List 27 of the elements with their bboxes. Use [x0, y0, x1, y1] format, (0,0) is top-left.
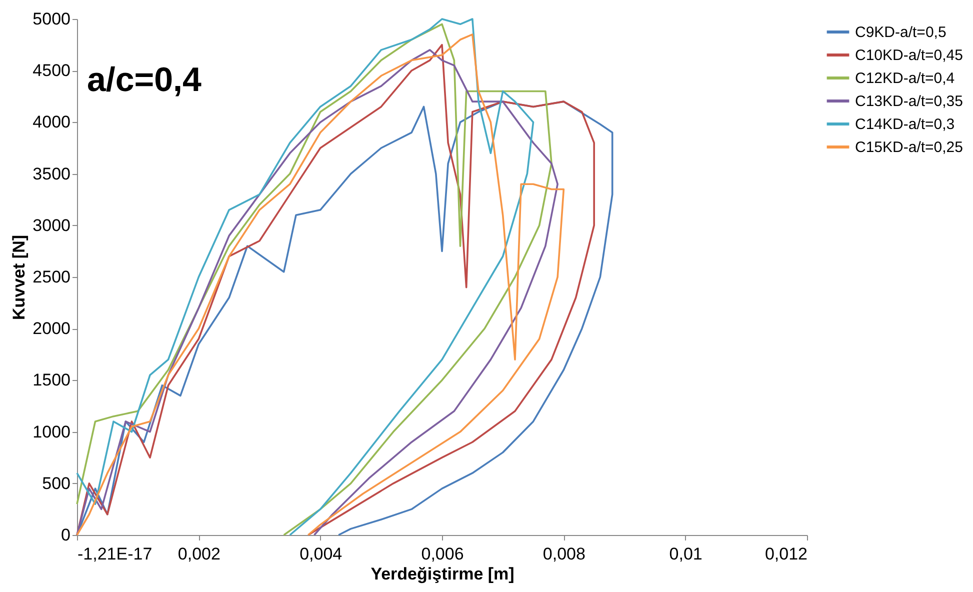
- y-tick-label: 4500: [32, 61, 70, 80]
- legend-label: C10KD-a/t=0,45: [855, 47, 963, 64]
- y-tick-label: 1500: [32, 370, 70, 390]
- x-axis-title: Yerdeğiştirme [m]: [370, 564, 514, 584]
- x-tick-label: 0,006: [421, 544, 464, 564]
- x-tick-label: 0,012: [764, 544, 808, 564]
- y-tick-label: 500: [42, 474, 70, 493]
- y-tick-label: 4000: [32, 112, 70, 132]
- y-tick-label: 3000: [32, 216, 70, 235]
- y-axis-title: Kuvvet [N]: [10, 234, 29, 320]
- legend-label: C9KD-a/t=0,5: [855, 24, 946, 41]
- y-tick-label: 0: [61, 526, 70, 544]
- x-tick-label: 0,008: [542, 544, 586, 564]
- x-tick-label: 0,002: [178, 544, 220, 564]
- legend-label: C14KD-a/t=0,3: [855, 116, 955, 133]
- y-tick-label: 3500: [32, 164, 70, 184]
- x-tick-label: -1,21E-17: [78, 544, 152, 564]
- y-tick-label: 1000: [32, 422, 70, 442]
- legend-label: C15KD-a/t=0,25: [855, 139, 963, 156]
- y-tick-label: 2000: [32, 319, 70, 338]
- x-tick-label: 0,01: [669, 544, 702, 564]
- legend-label: C12KD-a/t=0,4: [855, 70, 955, 87]
- y-tick-label: 2500: [32, 268, 70, 286]
- legend-label: C13KD-a/t=0,35: [855, 93, 963, 110]
- x-tick-label: 0,004: [300, 544, 342, 564]
- annotation: a/c=0,4: [87, 61, 202, 99]
- y-tick-label: 5000: [32, 10, 70, 28]
